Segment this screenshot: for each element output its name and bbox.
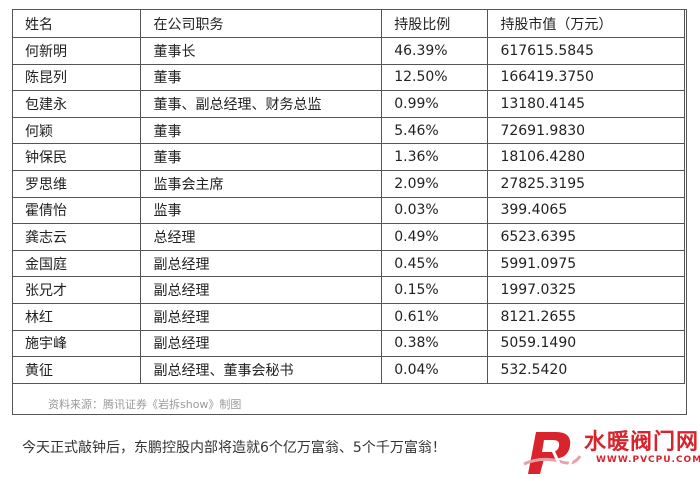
share-ratio-cell: 2.09% [381, 169, 489, 198]
position-cell: 副总经理 [140, 276, 383, 304]
table-row: 龚志云 总经理 0.49% 6523.6395 [11, 223, 685, 251]
market-value-cell: 617615.5845 [487, 37, 685, 65]
share-ratio-cell: 5.46% [381, 116, 489, 145]
market-value-cell: 5059.1490 [487, 329, 685, 358]
table-row: 何新明 董事长 46.39% 617615.5845 [11, 37, 685, 65]
name-cell: 罗思维 [11, 169, 142, 198]
position-cell: 副总经理 [140, 329, 383, 358]
table-row: 何颖 董事 5.46% 72691.9830 [11, 116, 685, 145]
name-cell: 施宇峰 [11, 329, 142, 358]
position-cell: 董事 [140, 143, 383, 171]
market-value-cell: 399.4065 [487, 196, 685, 225]
share-ratio-cell: 0.49% [381, 223, 489, 251]
share-ratio-cell: 46.39% [381, 37, 489, 65]
header-name: 姓名 [11, 9, 142, 38]
position-cell: 董事长 [140, 37, 383, 65]
position-cell: 副总经理、董事会秘书 [140, 356, 383, 384]
market-value-cell: 18106.4280 [487, 143, 685, 171]
name-cell: 霍倩怡 [11, 196, 142, 225]
share-ratio-cell: 0.99% [381, 90, 489, 118]
shareholding-table: 姓名 在公司职务 持股比例 持股市值（万元） 何新明 董事长 46.39% 61761… [11, 9, 685, 384]
market-value-cell: 8121.2655 [487, 302, 685, 331]
position-cell: 总经理 [140, 223, 383, 251]
name-cell: 陈昆列 [11, 63, 142, 92]
market-value-cell: 532.5420 [487, 356, 685, 384]
position-cell: 副总经理 [140, 302, 383, 331]
watermark-site-url: WWW.PVCPU.COM [596, 455, 700, 465]
share-ratio-cell: 1.36% [381, 143, 489, 171]
share-ratio-cell: 0.04% [381, 356, 489, 384]
table-row: 罗思维 监事会主席 2.09% 27825.3195 [11, 169, 685, 198]
share-ratio-cell: 0.61% [381, 302, 489, 331]
table-row: 钟保民 董事 1.36% 18106.4280 [11, 143, 685, 171]
shareholding-table-frame: 姓名 在公司职务 持股比例 持股市值（万元） 何新明 董事长 46.39% 61761… [11, 9, 687, 415]
name-cell: 钟保民 [11, 143, 142, 171]
position-cell: 董事、副总经理、财务总监 [140, 90, 383, 118]
source-note: 资料来源：腾讯证券《岩拆show》制图 [48, 398, 242, 411]
header-share-ratio: 持股比例 [381, 9, 489, 38]
watermark-site-name: 水暖阀门网 [584, 430, 700, 455]
market-value-cell: 13180.4145 [487, 90, 685, 118]
share-ratio-cell: 0.45% [381, 249, 489, 278]
table-row: 霍倩怡 监事 0.03% 399.4065 [11, 196, 685, 225]
share-ratio-cell: 0.03% [381, 196, 489, 225]
position-cell: 监事 [140, 196, 383, 225]
table-row: 林红 副总经理 0.61% 8121.2655 [11, 302, 685, 331]
header-position: 在公司职务 [140, 9, 383, 38]
market-value-cell: 166419.3750 [487, 63, 685, 92]
name-cell: 何颖 [11, 116, 142, 145]
market-value-cell: 72691.9830 [487, 116, 685, 145]
market-value-cell: 5991.0975 [487, 249, 685, 278]
name-cell: 黄征 [11, 356, 142, 384]
table-row: 金国庭 副总经理 0.45% 5991.0975 [11, 249, 685, 278]
position-cell: 董事 [140, 116, 383, 145]
share-ratio-cell: 0.15% [381, 276, 489, 304]
table-row: 黄征 副总经理、董事会秘书 0.04% 532.5420 [11, 356, 685, 384]
table-row: 施宇峰 副总经理 0.38% 5059.1490 [11, 329, 685, 358]
table-row: 陈昆列 董事 12.50% 166419.3750 [11, 63, 685, 92]
position-cell: 副总经理 [140, 249, 383, 278]
pvc-logo-icon [523, 432, 582, 474]
table-row: 包建永 董事、副总经理、财务总监 0.99% 13180.4145 [11, 90, 685, 118]
name-cell: 龚志云 [11, 223, 142, 251]
position-cell: 董事 [140, 63, 383, 92]
caption-text: 今天正式敲钟后，东鹏控股内部将造就6个亿万富翁、5个千万富翁！ [22, 440, 446, 456]
position-cell: 监事会主席 [140, 169, 383, 198]
market-value-cell: 27825.3195 [487, 169, 685, 198]
name-cell: 包建永 [11, 90, 142, 118]
name-cell: 张兄才 [11, 276, 142, 304]
table-row: 张兄才 副总经理 0.15% 1997.0325 [11, 276, 685, 304]
name-cell: 林红 [11, 302, 142, 331]
share-ratio-cell: 0.38% [381, 329, 489, 358]
market-value-cell: 6523.6395 [487, 223, 685, 251]
name-cell: 何新明 [11, 37, 142, 65]
table-header-row: 姓名 在公司职务 持股比例 持股市值（万元） [11, 9, 685, 38]
name-cell: 金国庭 [11, 249, 142, 278]
header-market-value: 持股市值（万元） [487, 9, 685, 38]
market-value-cell: 1997.0325 [487, 276, 685, 304]
share-ratio-cell: 12.50% [381, 63, 489, 92]
site-watermark: 水暖阀门网 WWW.PVCPU.COM [522, 424, 700, 476]
